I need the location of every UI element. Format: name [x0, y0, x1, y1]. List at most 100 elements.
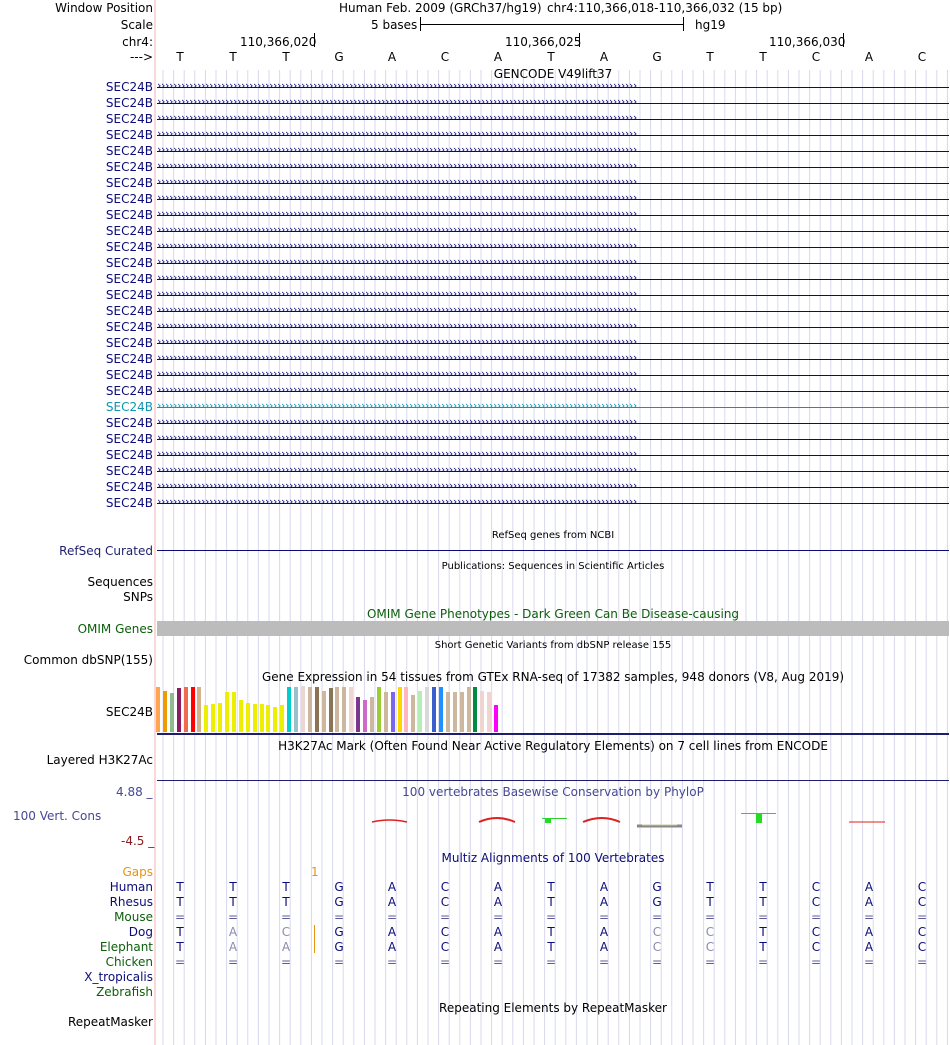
repeatmasker-label[interactable]: RepeatMasker [67, 1015, 153, 1029]
gencode-gene-line[interactable] [157, 119, 949, 120]
gtex-tissue-bar[interactable] [459, 692, 464, 732]
gencode-gene-label[interactable]: SEC24B [105, 128, 153, 142]
species-label[interactable]: Human [109, 880, 153, 894]
gtex-tissue-bar[interactable] [273, 707, 278, 732]
omim-bar[interactable] [157, 621, 949, 636]
gtex-tissue-bar[interactable] [363, 700, 367, 732]
gtex-tissue-bar[interactable] [418, 691, 423, 732]
gtex-tissue-bar[interactable] [438, 687, 443, 732]
gtex-tissue-bar[interactable] [480, 691, 485, 732]
species-label[interactable]: Zebrafish [96, 985, 153, 999]
gtex-tissue-bar[interactable] [369, 697, 374, 732]
gencode-gene-line[interactable] [157, 311, 949, 312]
gtex-tissue-bar[interactable] [204, 705, 209, 732]
gencode-gene-label[interactable]: SEC24B [105, 336, 153, 350]
gencode-gene-line[interactable] [157, 151, 949, 152]
gencode-gene-line[interactable] [157, 199, 949, 200]
gtex-tissue-bar[interactable] [487, 692, 492, 732]
gtex-tissue-bar[interactable] [294, 687, 298, 732]
species-label[interactable]: Rhesus [109, 895, 153, 909]
gtex-tissue-bar[interactable] [162, 691, 167, 732]
gtex-tissue-bar[interactable] [356, 697, 361, 732]
gencode-gene-line[interactable] [157, 375, 949, 376]
gencode-gene-line[interactable] [157, 215, 949, 216]
gencode-gene-label[interactable]: SEC24B [105, 192, 153, 206]
gencode-gene-line[interactable] [157, 327, 949, 328]
gtex-tissue-bar[interactable] [425, 687, 430, 732]
gencode-gene-label[interactable]: SEC24B [105, 256, 153, 270]
gencode-gene-line[interactable] [157, 407, 949, 408]
gtex-tissue-bar[interactable] [307, 687, 312, 732]
gencode-gene-label[interactable]: SEC24B [105, 368, 153, 382]
gtex-tissue-bar[interactable] [156, 687, 160, 732]
gtex-tissue-bar[interactable] [335, 687, 340, 732]
gencode-gene-label[interactable]: SEC24B [105, 224, 153, 238]
gtex-tissue-bar[interactable] [494, 705, 499, 732]
gencode-gene-line[interactable] [157, 455, 949, 456]
dbsnp-label[interactable]: Common dbSNP(155) [23, 653, 153, 667]
gencode-gene-line[interactable] [157, 167, 949, 168]
gtex-tissue-bar[interactable] [349, 687, 354, 732]
gencode-gene-label[interactable]: SEC24B [105, 288, 153, 302]
gencode-gene-label[interactable]: SEC24B [105, 112, 153, 126]
gtex-tissue-bar[interactable] [266, 705, 271, 732]
gtex-tissue-bar[interactable] [383, 692, 388, 732]
gencode-gene-line[interactable] [157, 439, 949, 440]
species-label[interactable]: X_tropicalis [84, 970, 153, 984]
gencode-gene-line[interactable] [157, 183, 949, 184]
species-label[interactable]: Dog [128, 925, 153, 939]
gtex-tissue-bar[interactable] [445, 692, 450, 732]
gencode-gene-line[interactable] [157, 263, 949, 264]
gencode-gene-line[interactable] [157, 423, 949, 424]
gtex-tissue-bar[interactable] [225, 692, 229, 732]
gtex-tissue-bar[interactable] [342, 687, 347, 732]
gtex-tissue-bar[interactable] [280, 705, 285, 732]
gencode-gene-line[interactable] [157, 231, 949, 232]
phylop-plot[interactable] [157, 800, 949, 835]
gencode-gene-label[interactable]: SEC24B [105, 208, 153, 222]
gtex-tissue-bar[interactable] [314, 687, 319, 732]
gencode-gene-label[interactable]: SEC24B [105, 432, 153, 446]
gtex-tissue-bar[interactable] [190, 687, 195, 732]
gtex-tissue-bar[interactable] [411, 695, 416, 732]
gencode-gene-label[interactable]: SEC24B [105, 320, 153, 334]
gencode-gene-line[interactable] [157, 247, 949, 248]
gencode-gene-label[interactable]: SEC24B [105, 480, 153, 494]
snps-label[interactable]: SNPs [123, 590, 153, 604]
gencode-gene-line[interactable] [157, 391, 949, 392]
gencode-gene-label[interactable]: SEC24B [105, 384, 153, 398]
species-label[interactable]: Chicken [105, 955, 153, 969]
gencode-gene-line[interactable] [157, 503, 949, 504]
gtex-tissue-bar[interactable] [321, 691, 326, 732]
omim-label[interactable]: OMIM Genes [77, 622, 153, 636]
gencode-gene-label[interactable]: SEC24B [105, 144, 153, 158]
gencode-gene-label[interactable]: SEC24B [105, 240, 153, 254]
gtex-tissue-bar[interactable] [238, 700, 243, 732]
gencode-gene-label[interactable]: SEC24B [105, 96, 153, 110]
gencode-gene-line[interactable] [157, 279, 949, 280]
gtex-tissue-bar[interactable] [452, 692, 457, 732]
gtex-tissue-bar[interactable] [473, 687, 478, 732]
gencode-gene-label[interactable]: SEC24B [105, 176, 153, 190]
h3k27ac-label[interactable]: Layered H3K27Ac [46, 753, 153, 767]
gencode-gene-label[interactable]: SEC24B [105, 496, 153, 510]
gencode-gene-line[interactable] [157, 471, 949, 472]
gencode-gene-line[interactable] [157, 103, 949, 104]
gencode-gene-line[interactable] [157, 135, 949, 136]
gtex-tissue-bar[interactable] [169, 693, 174, 732]
gtex-tissue-bar[interactable] [404, 687, 409, 732]
gencode-gene-label[interactable]: SEC24B [105, 272, 153, 286]
gencode-gene-line[interactable] [157, 295, 949, 296]
gtex-tissue-bar[interactable] [252, 704, 257, 732]
gtex-tissue-bar[interactable] [466, 687, 471, 732]
gtex-label[interactable]: SEC24B [105, 705, 153, 719]
gtex-tissue-bar[interactable] [300, 686, 305, 732]
gencode-gene-line[interactable] [157, 343, 949, 344]
gtex-tissue-bar[interactable] [328, 688, 333, 732]
gtex-tissue-bar[interactable] [390, 692, 395, 732]
gtex-tissue-bar[interactable] [432, 687, 436, 732]
gtex-tissue-bar[interactable] [211, 704, 216, 732]
gencode-gene-label[interactable]: SEC24B [105, 304, 153, 318]
gtex-tissue-bar[interactable] [287, 687, 292, 732]
gencode-gene-line[interactable] [157, 359, 949, 360]
